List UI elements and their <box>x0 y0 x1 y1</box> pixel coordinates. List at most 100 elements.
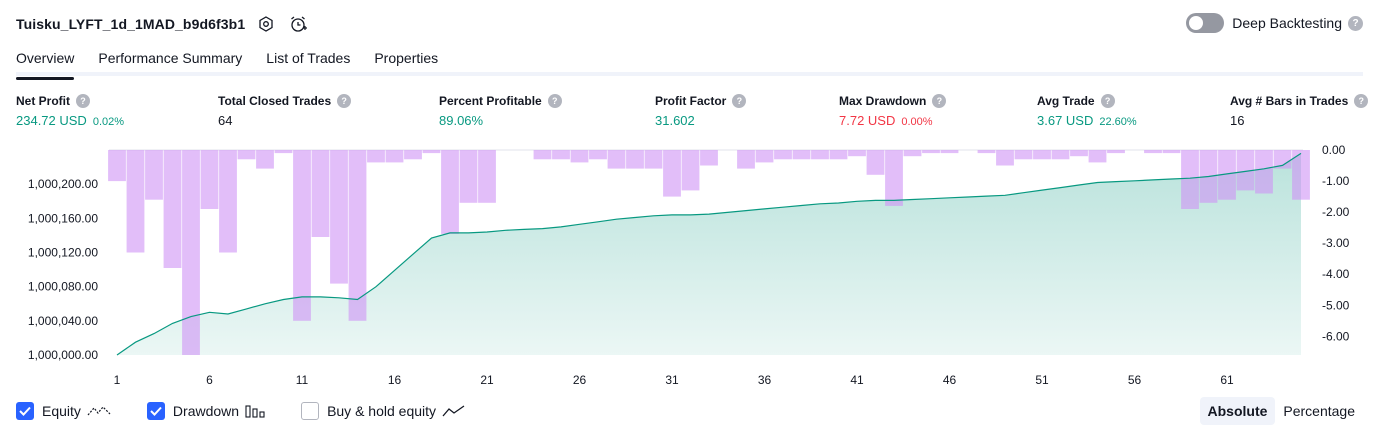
drawdown-bar <box>441 150 459 234</box>
drawdown-bar <box>1218 150 1236 200</box>
drawdown-bar <box>385 150 404 163</box>
drawdown-checkbox[interactable]: Drawdown <box>146 402 265 420</box>
metric-label: Avg Trade <box>1037 94 1095 108</box>
buy-hold-label: Buy & hold equity <box>327 403 437 419</box>
help-icon[interactable]: ? <box>1348 15 1363 31</box>
metric-percent: 0.00% <box>901 116 933 128</box>
drawdown-bar <box>1070 150 1088 157</box>
metric-label: Net Profit <box>16 94 70 108</box>
left-axis-tick-label: 1,000,160.00 <box>28 211 98 225</box>
drawdown-bar <box>1292 150 1310 200</box>
metric-value: 16 <box>1230 113 1245 128</box>
help-icon[interactable]: ? <box>1354 94 1369 108</box>
drawdown-bar <box>293 150 311 321</box>
drawdown-bar <box>1107 150 1125 154</box>
drawdown-bar <box>200 150 219 209</box>
help-icon[interactable]: ? <box>732 94 747 108</box>
x-axis-tick-label: 36 <box>758 373 772 387</box>
checkbox-empty-icon <box>301 402 320 420</box>
metric-percent-profitable: Percent Profitable? 89.06% <box>439 93 562 128</box>
help-icon[interactable]: ? <box>337 94 352 108</box>
drawdown-bar <box>811 150 829 160</box>
help-icon[interactable]: ? <box>1100 94 1115 108</box>
drawdown-bars-icon <box>245 404 265 418</box>
drawdown-bar <box>459 150 478 203</box>
metric-label: Profit Factor <box>655 94 727 108</box>
metric-total-closed-trades: Total Closed Trades? 64 <box>218 93 352 128</box>
drawdown-bar <box>774 150 792 160</box>
alarm-clock-icon[interactable] <box>287 13 309 35</box>
buy-hold-line-icon <box>442 404 466 418</box>
drawdown-bar <box>1273 150 1292 169</box>
equity-area <box>117 153 1301 355</box>
right-axis-tick-label: -1.00 <box>1322 174 1350 188</box>
metric-label: Percent Profitable <box>439 94 542 108</box>
percentage-button[interactable]: Percentage <box>1283 403 1355 419</box>
drawdown-bar <box>367 150 385 163</box>
right-axis-tick-label: 0.00 <box>1322 143 1346 157</box>
x-axis-tick-label: 11 <box>296 373 309 387</box>
drawdown-label: Drawdown <box>172 403 240 419</box>
x-axis-tick-label: 1 <box>114 373 121 387</box>
buy-hold-checkbox[interactable]: Buy & hold equity <box>301 402 466 420</box>
drawdown-bar <box>330 150 348 284</box>
left-axis-tick-label: 1,000,040.00 <box>28 314 98 328</box>
drawdown-bar <box>885 150 903 206</box>
drawdown-bar <box>256 150 274 169</box>
tab-properties[interactable]: Properties <box>374 50 439 66</box>
drawdown-bar <box>996 150 1014 166</box>
metric-percent: 0.02% <box>92 116 125 128</box>
help-icon[interactable]: ? <box>932 94 947 108</box>
drawdown-bar <box>311 150 330 237</box>
help-icon[interactable]: ? <box>547 94 562 108</box>
drawdown-bar <box>422 150 441 154</box>
equity-line <box>116 152 1302 356</box>
drawdown-bar <box>274 150 293 154</box>
equity-label: Equity <box>42 403 81 419</box>
metric-value: 31.602 <box>655 113 695 128</box>
tab-overview[interactable]: Overview <box>16 44 75 80</box>
tab-performance-summary[interactable]: Performance Summary <box>98 50 243 66</box>
strategy-name: Tuisku_LYFT_1d_1MAD_b9d6f3b1 <box>16 16 246 32</box>
equity-checkbox[interactable]: Equity <box>16 402 111 420</box>
check-icon <box>16 402 34 420</box>
settings-icon[interactable] <box>255 13 277 35</box>
drawdown-bar <box>1255 150 1273 194</box>
drawdown-bar <box>1162 150 1181 154</box>
deep-backtesting-toggle[interactable] <box>1186 13 1225 33</box>
left-axis-tick-label: 1,000,080.00 <box>28 280 98 294</box>
absolute-button[interactable]: Absolute <box>1199 397 1276 425</box>
equity-drawdown-chart[interactable]: 1,000,000.00 1,000,040.00 1,000,080.00 1,00… <box>0 140 1379 390</box>
drawdown-bar <box>866 150 885 175</box>
drawdown-bar <box>903 150 922 157</box>
scale-mode-switch: Absolute Percentage <box>1199 397 1364 425</box>
drawdown-bar <box>607 150 626 169</box>
equity-line-icon <box>87 404 111 418</box>
drawdown-bar <box>681 150 700 191</box>
drawdown-bar <box>219 150 237 253</box>
right-axis-tick-label: -5.00 <box>1322 298 1350 312</box>
metric-value: 64 <box>218 113 233 128</box>
drawdown-bar <box>237 150 256 160</box>
left-axis-tick-label: 1,000,200.00 <box>28 177 98 191</box>
drawdown-bar <box>1236 150 1255 191</box>
metric-avg-bars: Avg # Bars in Trades? 16 <box>1230 93 1369 128</box>
drawdown-bar <box>792 150 811 160</box>
help-icon[interactable]: ? <box>76 94 90 108</box>
x-axis-tick-label: 16 <box>388 373 402 387</box>
drawdown-bar <box>108 150 126 182</box>
x-axis-tick-label: 61 <box>1220 373 1234 387</box>
drawdown-bar <box>940 150 959 154</box>
x-axis-tick-label: 46 <box>943 373 957 387</box>
drawdown-bar <box>552 150 570 160</box>
drawdown-bar <box>737 150 755 169</box>
toggle-knob <box>1189 16 1204 30</box>
drawdown-bar <box>1051 150 1070 160</box>
drawdown-bar <box>126 150 145 253</box>
metric-value: 89.06% <box>439 113 484 128</box>
tab-list-of-trades[interactable]: List of Trades <box>266 50 351 66</box>
x-axis-tick-label: 26 <box>573 373 587 387</box>
drawdown-bar <box>1088 150 1107 163</box>
drawdown-bar <box>663 150 681 197</box>
metric-label: Total Closed Trades <box>218 94 332 108</box>
